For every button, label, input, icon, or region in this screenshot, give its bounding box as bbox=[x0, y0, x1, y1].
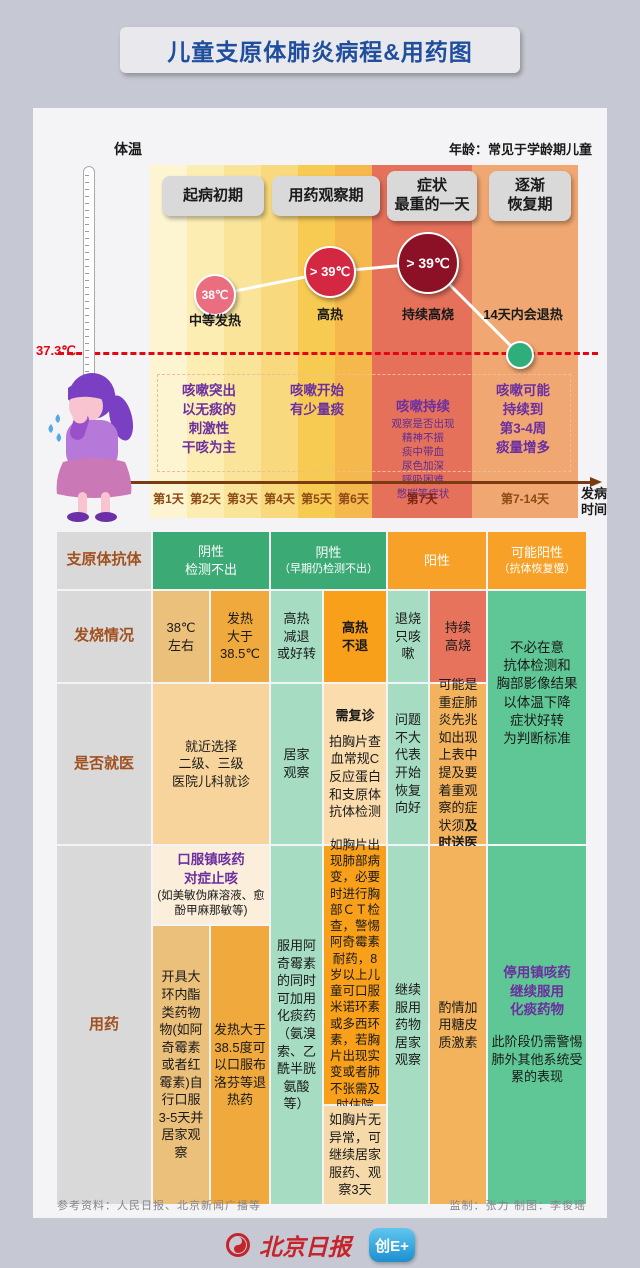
stripe-day2 bbox=[187, 165, 224, 518]
phase-recovery: 逐渐 恢复期 bbox=[489, 171, 571, 221]
coughing-child-illustration bbox=[48, 373, 134, 522]
visit-cell-1: 就近选择 二级、三级 医院儿科就诊 bbox=[153, 684, 269, 844]
beijing-daily-logo: 北京日报 bbox=[225, 1228, 351, 1262]
cough-notes-box bbox=[157, 374, 571, 472]
time-axis-arrow-icon bbox=[590, 477, 602, 487]
footer-logos: 北京日报 创E+ bbox=[0, 1228, 640, 1262]
fever-label-recover: 14天内会退热 bbox=[483, 307, 563, 322]
fever-label-persistent: 持续高烧 bbox=[401, 307, 454, 322]
day-label-5: 第5天 bbox=[301, 492, 332, 506]
fever-cell-1: 38℃ 左右 bbox=[153, 591, 209, 682]
phase-medication-observation: 用药观察期 bbox=[272, 176, 380, 216]
antibody-cell-1: 阴性 检测不出 bbox=[153, 532, 269, 589]
references-text: 参考资料：人民日报、北京新闻广播等 bbox=[57, 1199, 261, 1212]
row-header-medication: 用药 bbox=[57, 846, 151, 1204]
phase-worst-day: 症状 最重的一天 bbox=[387, 171, 477, 221]
medication-xray-abnormal-cell: 如胸片出现肺部病变，必要时进行胸部ＣＴ检查，警惕阿奇霉素耐药，8岁以上儿童可口服… bbox=[324, 838, 386, 1112]
cough-note-3-sub: 观察是否出现 精神不振 痰中带血 尿色加深 呼吸困难 憋喘等症状 bbox=[391, 418, 455, 500]
visit-cell-4: 问题 不大 代表 开始 恢复 向好 bbox=[388, 684, 428, 844]
revisit-title: 需复诊 bbox=[335, 708, 375, 724]
row-header-fever: 发烧情况 bbox=[57, 591, 151, 682]
age-note: 年龄：常见于学龄期儿童 bbox=[448, 142, 592, 157]
cough-note-1: 咳嗽突出 以无痰的 刺激性 干咳为主 bbox=[182, 383, 236, 456]
row-header-antibody: 支原体抗体 bbox=[57, 532, 151, 589]
day-label-2: 第2天 bbox=[190, 492, 221, 506]
temperature-axis-label: 体温 bbox=[114, 141, 142, 157]
fever-label-moderate: 中等发热 bbox=[188, 313, 241, 328]
cough-note-3-main: 咳嗽持续 bbox=[396, 399, 450, 415]
cough-note-4: 咳嗽可能 持续到 第3-4周 痰量增多 bbox=[496, 383, 550, 456]
fever-cell-6: 持续 高烧 bbox=[430, 591, 486, 682]
day-stripes bbox=[150, 165, 578, 518]
antibody-advice-note: 不必在意 抗体检测和 胸部影像结果 以体温下降 症状好转 为判断标准 bbox=[488, 591, 586, 844]
baseline-37-3 bbox=[58, 352, 598, 355]
antibody-cell-4: 可能阳性 （抗体恢复慢） bbox=[488, 532, 586, 589]
stripe-day1 bbox=[150, 165, 187, 518]
page-title: 儿童支原体肺炎病程&用药图 bbox=[120, 27, 520, 73]
fever-cell-2: 发热 大于 38.5℃ bbox=[211, 591, 269, 682]
phase-onset: 起病初期 bbox=[162, 176, 264, 216]
medication-antitussive-cell: 口服镇咳药 对症止咳 (如美敏伪麻溶液、愈酚甲麻那敏等) bbox=[153, 846, 269, 924]
fever-cell-5: 退烧 只咳 嗽 bbox=[388, 591, 428, 682]
day-label-6: 第6天 bbox=[338, 492, 369, 506]
day-label-7-14: 第7-14天 bbox=[500, 492, 550, 506]
fever-curve bbox=[214, 261, 522, 357]
stripe-day4 bbox=[261, 165, 298, 518]
day-label-4: 第4天 bbox=[264, 492, 295, 506]
stripe-day7 bbox=[372, 165, 472, 518]
visit-cell-5: 可能是重症肺炎先兆如出现上表中提及要着重观察的症状须及时送医 bbox=[430, 677, 486, 850]
fever-point-39a: > 39℃ bbox=[304, 246, 356, 298]
fever-point-38: 38℃ bbox=[194, 274, 236, 316]
time-axis-line bbox=[58, 481, 592, 484]
beijing-daily-emblem-icon bbox=[226, 1233, 250, 1257]
baseline-temp-label: 37.3℃ bbox=[36, 343, 76, 358]
fever-cell-3: 高热 减退 或好转 bbox=[271, 591, 322, 682]
row-header-visit: 是否就医 bbox=[57, 684, 151, 844]
stripe-day5 bbox=[298, 165, 335, 518]
medication-macrolide-cell: 开具大环内酯类药物物(如阿奇霉素或者红霉素)自行口服3-5天并居家观察 bbox=[153, 926, 209, 1204]
day-label-1: 第1天 bbox=[153, 492, 184, 506]
medication-xray-normal-cell: 如胸片无异常，可继续居家服药、观察3天 bbox=[324, 1106, 386, 1204]
medication-expectorant-cell: 服用阿奇霉素的同时可加用化痰药（氨溴索、乙酰半胱氨酸等） bbox=[271, 846, 322, 1204]
medication-recovery-cell: 停用镇咳药 继续服用 化痰药物 此阶段仍需警惕肺外其他系统受累的表现 bbox=[488, 846, 586, 1204]
day-label-7: 第7天 bbox=[406, 492, 438, 506]
antibody-cell-3: 阳性 bbox=[388, 532, 486, 589]
visit-cell-2: 居家 观察 bbox=[271, 684, 322, 844]
stripe-day3 bbox=[224, 165, 261, 518]
stripe-day6 bbox=[335, 165, 372, 518]
medication-continue-cell: 继续 服用 药物 居家 观察 bbox=[388, 846, 428, 1204]
cough-note-3: 咳嗽持续 观察是否出现 精神不振 痰中带血 尿色加深 呼吸困难 憋喘等症状 bbox=[374, 378, 472, 521]
antibody-cell-2: 阴性 （早期仍检测不出） bbox=[271, 532, 386, 589]
visit-cell-3: 需复诊 拍胸片查血常规C反应蛋白和支原体抗体检测 bbox=[324, 684, 386, 844]
fever-point-39b: > 39℃ bbox=[397, 232, 459, 294]
day-label-band bbox=[150, 478, 578, 518]
fever-label-high: 高热 bbox=[316, 307, 343, 322]
time-axis-label: 发病 时间 bbox=[581, 486, 608, 518]
credits-text: 监制：张力 制图：李俊瑶 bbox=[449, 1199, 586, 1212]
day-label-3: 第3天 bbox=[227, 492, 258, 506]
medication-antipyretic-cell: 发热大于38.5度可以口服布洛芬等退热药 bbox=[211, 926, 269, 1204]
chuang-e-logo: 创E+ bbox=[369, 1228, 415, 1262]
revisit-body: 拍胸片查血常规C反应蛋白和支原体抗体检测 bbox=[328, 733, 381, 820]
cough-note-2: 咳嗽开始 有少量痰 bbox=[290, 383, 344, 418]
medication-steroid-cell: 酌情加 用糖皮 质激素 bbox=[430, 846, 486, 1204]
fever-point-recovered bbox=[506, 341, 534, 369]
fever-cell-4: 高热 不退 bbox=[324, 591, 386, 682]
